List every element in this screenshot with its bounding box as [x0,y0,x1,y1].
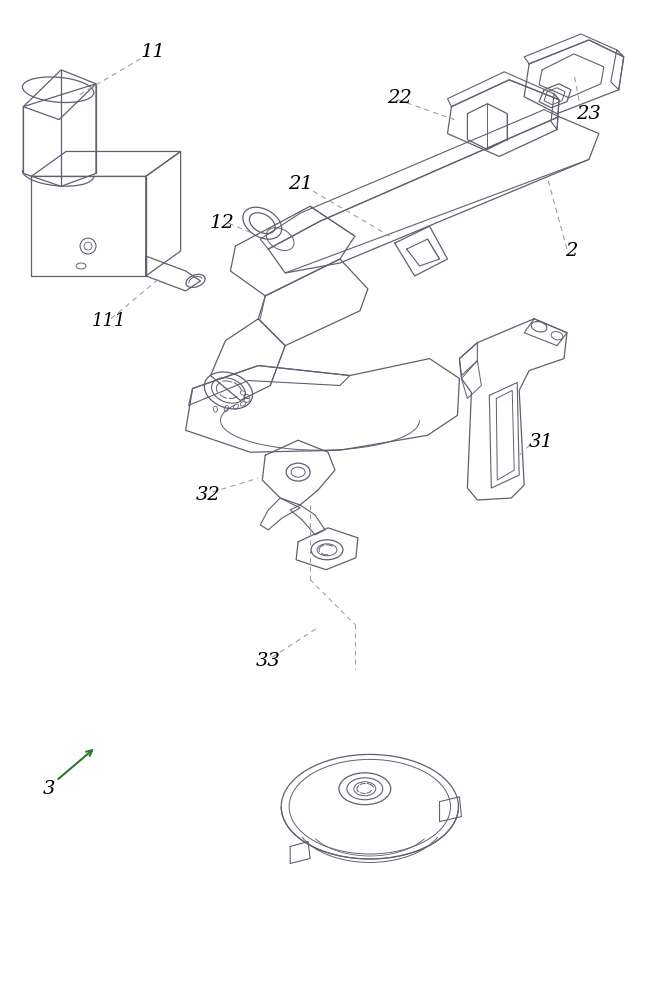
Text: 3: 3 [43,780,55,798]
Text: 32: 32 [196,486,221,504]
Text: 33: 33 [256,652,281,670]
Text: 2: 2 [565,242,577,260]
Text: 21: 21 [288,175,312,193]
Text: 11: 11 [140,43,165,61]
Text: 22: 22 [387,89,412,107]
Text: 31: 31 [529,433,554,451]
Text: 111: 111 [92,312,126,330]
Text: 12: 12 [210,214,235,232]
Text: 23: 23 [577,105,602,123]
